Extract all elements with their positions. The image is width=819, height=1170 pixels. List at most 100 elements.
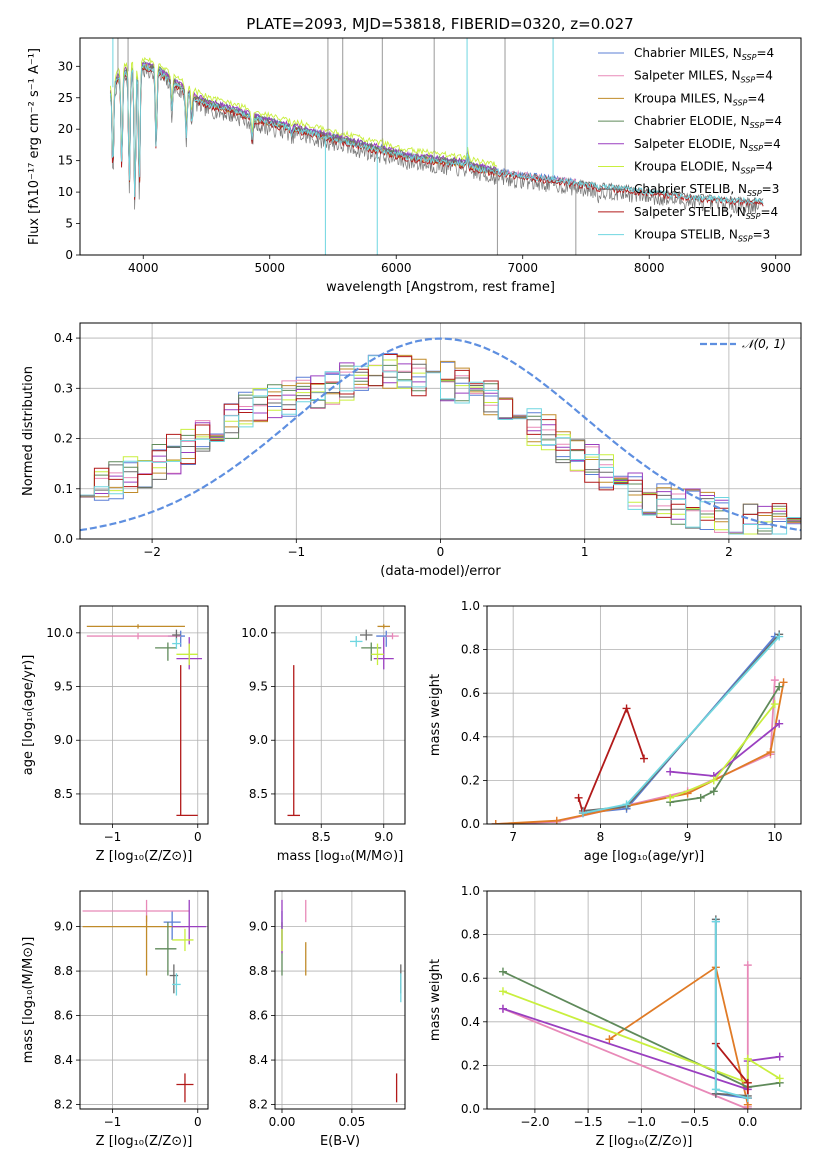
massweight-marker [711,917,720,926]
massweight-marker [766,748,775,757]
x-tick-label: 1 [581,545,589,559]
y-axis-label: Flux [fλ10⁻¹⁷ erg cm⁻² s⁻¹ A⁻¹] [27,48,42,245]
y-tick-label: 1.0 [461,599,480,613]
y-tick-label: 9.5 [249,680,268,694]
y-axis-label: mass [log₁₀(M/M⊙)] [21,937,36,1064]
massweight-marker [743,1094,752,1103]
y-tick-label: 0.8 [461,643,480,657]
y-tick-label: 0.0 [461,817,480,831]
massweight-marker [775,1052,784,1061]
legend-label: Kroupa STELIB, NSSP=3 [634,228,770,244]
axes-frame [79,605,209,825]
x-tick-label: 0.00 [269,1115,296,1129]
x-tick-label: −1 [287,545,305,559]
model-spectrum-line [109,63,764,205]
x-tick-label: 9000 [760,261,791,275]
massweight-marker [770,700,779,709]
y-axis-label: age [log₁₀(age/yr)] [21,655,36,776]
y-tick-label: 9.0 [54,733,73,747]
massweight-marker [709,787,718,796]
x-tick-label: 9 [684,830,692,844]
x-tick-label: 8 [597,830,605,844]
x-tick-label: 4000 [128,261,159,275]
massweight-marker [696,793,705,802]
y-tick-label: 8.4 [54,1053,73,1067]
massweight-marker [775,632,784,641]
plot-area [498,915,784,1109]
massweight-line [577,705,645,816]
y-tick-label: 0.3 [54,381,73,395]
x-tick-label: 5000 [254,261,285,275]
massweight-marker [578,809,587,818]
x-tick-label: 6000 [381,261,412,275]
axes-frame [486,605,802,825]
plot-area [82,899,207,1103]
panel-age-Z: −1 0 8.5 9.0 9.5 10.0 Z [log₁₀(Z/Z⊙)] age [log₁… [21,605,209,864]
y-tick-label: 0 [65,248,73,262]
massweight-marker [709,776,718,785]
plot-area [109,38,764,255]
massweight-marker [640,754,648,763]
massweight-marker [779,678,788,687]
x-tick-label: −1 [104,830,122,844]
y-tick-label: 0.0 [54,532,73,546]
x-tick-label: 9.0 [374,830,393,844]
massweight-line [495,680,776,824]
x-tick-label: 0 [437,545,445,559]
plot-area [287,624,399,817]
x-axis-label: (data-model)/error [380,564,501,579]
y-tick-label: 15 [58,154,73,168]
y-tick-label: 9.0 [249,920,268,934]
x-tick-label: 2 [725,545,733,559]
residual-histogram [80,354,801,534]
normal-curve [80,337,801,532]
y-tick-label: 8.6 [249,1009,268,1023]
axes-frame [79,37,802,256]
axes-frame [79,890,209,1110]
x-tick-label: −2.0 [520,1115,549,1129]
y-tick-label: 9.5 [54,680,73,694]
massweight-line [608,965,749,1105]
y-tick-label: 10.0 [241,626,268,640]
plot-area [491,630,788,824]
plot-area [80,337,801,535]
y-tick-label: 0.4 [54,331,73,345]
x-tick-label: 0.0 [738,1115,757,1129]
massweight-marker [666,793,675,802]
x-tick-label: 0 [194,830,202,844]
figure-title: PLATE=2093, MJD=53818, FIBERID=0320, z=0… [246,15,633,33]
x-tick-label: 10 [767,830,782,844]
y-tick-label: 8.5 [249,787,268,801]
y-tick-label: 25 [58,91,73,105]
y-tick-label: 0.4 [461,730,480,744]
legend-label: Salpeter ELODIE, NSSP=4 [634,137,781,153]
y-tick-label: 9.0 [54,920,73,934]
y-tick-label: 5 [65,217,73,231]
x-tick-label: −1.0 [627,1115,656,1129]
x-axis-label: Z [log₁₀(Z/Z⊙)] [596,1134,693,1149]
massweight-marker [622,704,631,713]
panel-massweight-Z: −2.0 −1.5 −1.0 −0.5 0.0 0.0 0.2 0.4 0.6 0.8 1.0 Z [… [428,884,802,1149]
y-tick-label: 1.0 [461,884,480,898]
x-axis-label: Z [log₁₀(Z/Z⊙)] [96,849,193,864]
y-tick-label: 8.6 [54,1009,73,1023]
x-axis-label: age [log₁₀(age/yr)] [584,849,705,864]
massweight-line [502,990,781,1085]
residual-histogram [80,355,801,535]
panel-spectrum: 4000 5000 6000 7000 8000 9000 0 5 10 15 20 25 30 wave… [27,37,802,295]
y-tick-label: 9.0 [249,733,268,747]
massweight-marker [666,767,675,776]
y-tick-label: 0.2 [54,432,73,446]
massweight-marker [775,1074,784,1083]
massweight-marker [574,793,583,802]
y-tick-label: 8.2 [54,1098,73,1112]
massweight-marker [775,719,784,728]
y-tick-label: 0.4 [461,1015,480,1029]
legend-label: Salpeter MILES, NSSP=4 [634,69,773,85]
y-tick-label: 0.2 [461,1058,480,1072]
y-axis-label: Normed distribution [21,366,36,496]
massweight-line [502,965,749,1109]
x-tick-label: −0.5 [680,1115,709,1129]
massweight-marker [743,1078,752,1087]
plot-area [86,624,203,817]
